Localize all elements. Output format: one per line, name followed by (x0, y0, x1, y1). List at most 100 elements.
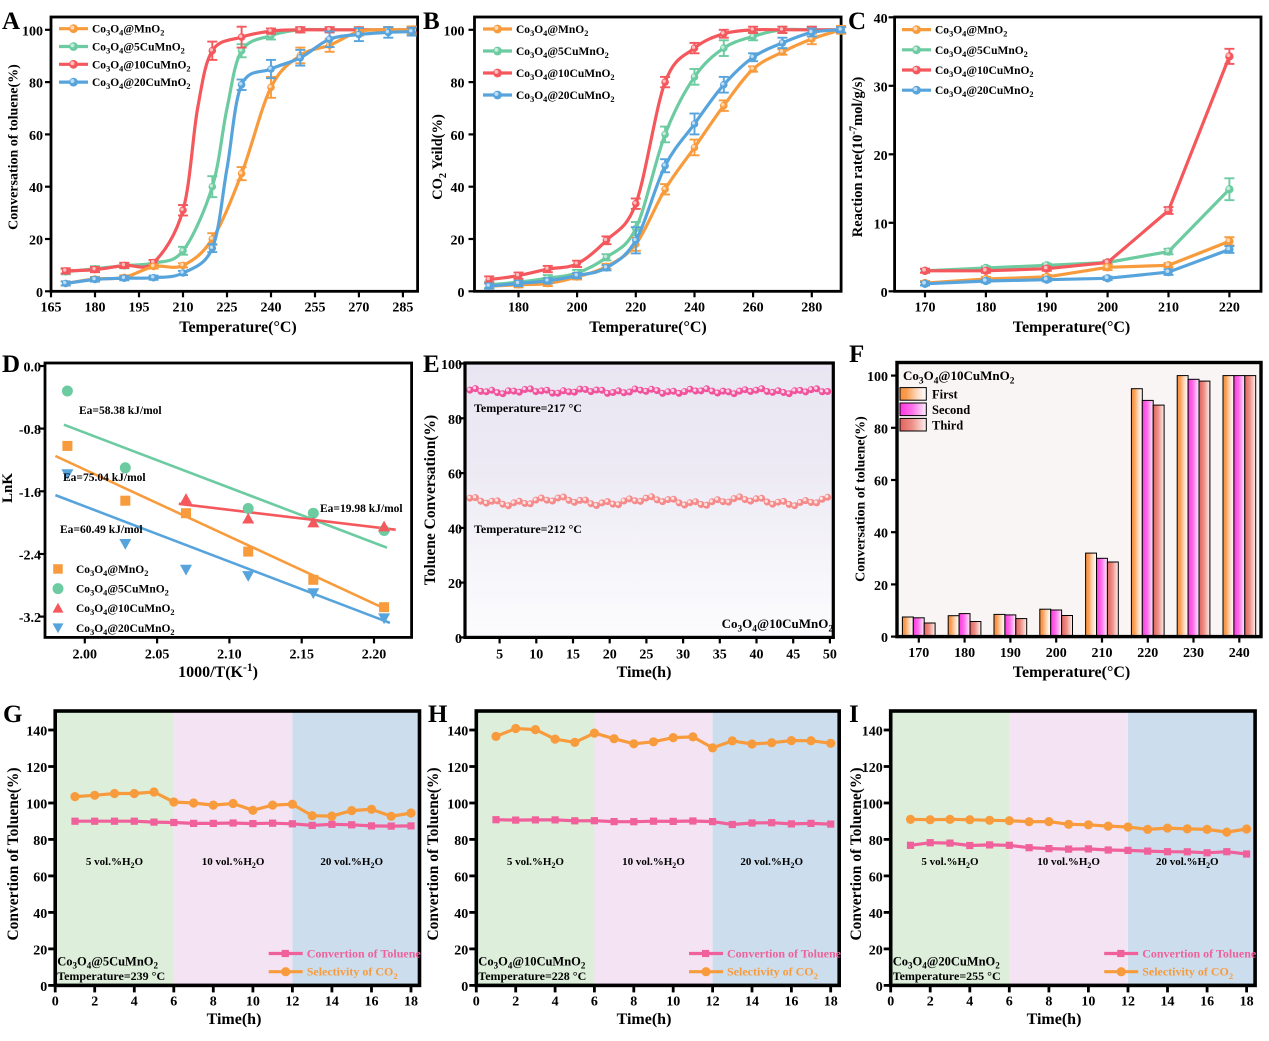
svg-text:190: 190 (1036, 300, 1057, 315)
svg-text:Toluene Conversation(%): Toluene Conversation(%) (422, 415, 439, 585)
svg-text:12: 12 (285, 994, 299, 1009)
svg-text:10: 10 (529, 647, 543, 662)
svg-text:B: B (423, 8, 440, 35)
svg-text:0: 0 (40, 980, 47, 995)
svg-text:Co3O4@10CuMnO2: Co3O4@10CuMnO2 (92, 59, 191, 73)
svg-text:18: 18 (1240, 994, 1254, 1009)
svg-text:E: E (423, 351, 440, 378)
svg-text:Co3O4@5CuMnO2: Co3O4@5CuMnO2 (516, 46, 609, 60)
svg-text:-0.8: -0.8 (19, 423, 41, 438)
svg-text:195: 195 (129, 300, 150, 315)
svg-text:Convertion of Toluene(%): Convertion of Toluene(%) (848, 767, 865, 940)
svg-text:5 vol.%H2O: 5 vol.%H2O (507, 856, 565, 870)
svg-text:Temperature=217 °C: Temperature=217 °C (474, 401, 582, 415)
svg-text:100: 100 (441, 358, 462, 373)
svg-text:100: 100 (447, 798, 468, 813)
svg-text:First: First (932, 388, 959, 402)
svg-text:0: 0 (881, 286, 888, 301)
svg-text:200: 200 (1097, 300, 1118, 315)
svg-text:240: 240 (261, 300, 282, 315)
svg-text:0: 0 (461, 980, 468, 995)
svg-text:Co3O4@20CuMnO2: Co3O4@20CuMnO2 (76, 623, 175, 637)
svg-text:220: 220 (1137, 646, 1158, 661)
svg-text:210: 210 (1158, 300, 1179, 315)
svg-text:Time(h): Time(h) (1027, 1011, 1082, 1028)
svg-text:180: 180 (975, 300, 996, 315)
svg-text:Co3O4@20CuMnO2: Co3O4@20CuMnO2 (935, 85, 1034, 99)
svg-text:12: 12 (1121, 994, 1135, 1009)
svg-text:140: 140 (862, 725, 883, 740)
svg-text:-1.6: -1.6 (19, 486, 41, 501)
svg-text:Selectivity of CO2: Selectivity of CO2 (307, 965, 398, 981)
svg-text:12: 12 (706, 994, 720, 1009)
svg-text:200: 200 (567, 300, 588, 315)
svg-text:1000/T(K-1): 1000/T(K-1) (178, 662, 258, 681)
svg-text:8: 8 (630, 994, 637, 1009)
svg-text:10 vol.%H2O: 10 vol.%H2O (1037, 856, 1100, 870)
svg-text:40: 40 (874, 527, 888, 542)
svg-text:140: 140 (26, 725, 47, 740)
svg-text:I: I (849, 701, 859, 728)
svg-text:Temperature=255 °C: Temperature=255 °C (893, 969, 1001, 983)
svg-text:Temperature=212 °C: Temperature=212 °C (474, 522, 582, 536)
svg-text:30: 30 (676, 647, 690, 662)
svg-text:60: 60 (454, 870, 468, 885)
svg-text:Time(h): Time(h) (617, 664, 672, 681)
svg-text:6: 6 (1006, 994, 1013, 1009)
svg-text:6: 6 (170, 994, 177, 1009)
svg-text:60: 60 (448, 468, 462, 483)
svg-text:LnK: LnK (0, 473, 16, 503)
svg-text:Selectivity of CO2: Selectivity of CO2 (1142, 965, 1233, 981)
svg-text:18: 18 (404, 994, 418, 1009)
svg-text:Co3O4@10CuMnO2: Co3O4@10CuMnO2 (903, 368, 1015, 386)
svg-text:80: 80 (454, 834, 468, 849)
svg-text:45: 45 (786, 647, 800, 662)
svg-text:20: 20 (29, 234, 43, 249)
svg-text:18: 18 (824, 994, 838, 1009)
svg-text:Co3O4@20CuMnO2: Co3O4@20CuMnO2 (516, 90, 615, 104)
svg-text:240: 240 (684, 300, 705, 315)
svg-text:8: 8 (1045, 994, 1052, 1009)
svg-text:20 vol.%H2O: 20 vol.%H2O (320, 856, 383, 870)
svg-text:120: 120 (862, 761, 883, 776)
svg-text:170: 170 (908, 646, 929, 661)
svg-text:Reaction rate(10-7mol/g/s): Reaction rate(10-7mol/g/s) (848, 77, 866, 238)
svg-text:180: 180 (508, 300, 529, 315)
svg-text:F: F (849, 341, 864, 368)
svg-text:165: 165 (41, 300, 62, 315)
svg-text:20: 20 (603, 647, 617, 662)
svg-text:80: 80 (451, 77, 465, 92)
svg-text:Temperature=239 °C: Temperature=239 °C (57, 969, 165, 983)
svg-text:60: 60 (451, 129, 465, 144)
svg-text:20: 20 (874, 149, 888, 164)
svg-text:10: 10 (246, 994, 260, 1009)
svg-text:210: 210 (173, 300, 194, 315)
svg-text:-3.2: -3.2 (19, 611, 41, 626)
svg-text:40: 40 (33, 907, 47, 922)
svg-text:20 vol.%H2O: 20 vol.%H2O (1156, 856, 1219, 870)
svg-text:5 vol.%H2O: 5 vol.%H2O (921, 856, 979, 870)
svg-text:14: 14 (1161, 994, 1175, 1009)
svg-text:190: 190 (1000, 646, 1021, 661)
svg-text:Temperature=228 °C: Temperature=228 °C (478, 969, 586, 983)
svg-text:230: 230 (1183, 646, 1204, 661)
svg-text:Convertion of Toluene: Convertion of Toluene (727, 947, 842, 961)
svg-text:6: 6 (591, 994, 598, 1009)
svg-text:240: 240 (1229, 646, 1250, 661)
svg-text:100: 100 (862, 798, 883, 813)
svg-text:Temperature(°C): Temperature(°C) (1013, 664, 1130, 681)
svg-text:Ea=19.98 kJ/mol: Ea=19.98 kJ/mol (320, 503, 403, 515)
svg-text:A: A (2, 8, 20, 35)
svg-text:40: 40 (451, 181, 465, 196)
svg-text:2.05: 2.05 (145, 647, 170, 662)
svg-text:Convertion of Toluene: Convertion of Toluene (307, 947, 422, 961)
svg-text:Co3O4@10CuMnO2: Co3O4@10CuMnO2 (516, 68, 615, 82)
svg-text:10: 10 (1081, 994, 1095, 1009)
svg-text:220: 220 (625, 300, 646, 315)
svg-text:Co3O4@5CuMnO2: Co3O4@5CuMnO2 (92, 42, 185, 56)
svg-text:10 vol.%H2O: 10 vol.%H2O (202, 856, 265, 870)
svg-text:80: 80 (29, 77, 43, 92)
svg-text:4: 4 (131, 994, 138, 1009)
svg-text:14: 14 (325, 994, 339, 1009)
svg-text:10: 10 (666, 994, 680, 1009)
